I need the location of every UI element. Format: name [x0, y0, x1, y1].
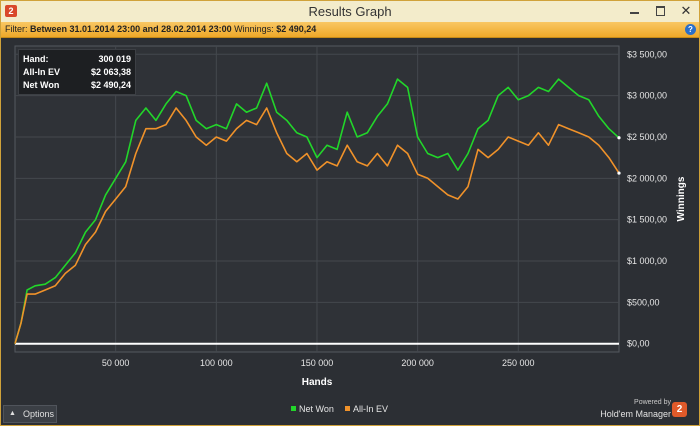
x-tick-label: 200 000	[401, 358, 434, 368]
stat-hand-label: Hand:	[23, 54, 49, 64]
series-end-point-1	[617, 171, 621, 175]
stat-net-won-label: Net Won	[23, 80, 60, 90]
stat-allin-ev-label: All-In EV	[23, 67, 61, 77]
y-tick-label: $2 000,00	[627, 173, 667, 183]
y-tick-label: $0,00	[627, 339, 650, 349]
minimize-button[interactable]	[621, 1, 647, 20]
stat-allin-ev: All-In EV $2 063,38	[23, 66, 131, 78]
filter-winnings-label: Winnings:	[234, 24, 274, 34]
legend-swatch-1	[345, 406, 350, 411]
x-tick-label: 50 000	[102, 358, 130, 368]
x-tick-label: 250 000	[502, 358, 535, 368]
stat-net-won-value: $2 490,24	[90, 80, 131, 90]
y-tick-label: $3 500,00	[627, 49, 667, 59]
series-end-point-0	[617, 136, 621, 140]
series-line-1	[14, 107, 620, 344]
options-button[interactable]: ▲ Options	[3, 405, 57, 423]
app-logo-icon: 2	[5, 5, 17, 17]
help-icon[interactable]: ?	[685, 24, 696, 35]
chevron-up-icon: ▲	[9, 410, 16, 417]
brand-name: Hold'em Manager	[600, 409, 671, 419]
stats-box: Hand: 300 019 All-In EV $2 063,38 Net Wo…	[18, 49, 136, 95]
x-tick-label: 150 000	[301, 358, 334, 368]
close-button[interactable]: ✕	[680, 3, 692, 18]
stat-hand: Hand: 300 019	[23, 53, 131, 65]
y-tick-label: $1 000,00	[627, 256, 667, 266]
results-chart: $0,00 $500,00 $1 000,00 $1 500,00 $2 000,00 $…	[14, 45, 687, 414]
stat-allin-ev-value: $2 063,38	[90, 67, 131, 77]
x-axis-title: Hands	[302, 377, 333, 388]
powered-by-text: Powered by	[634, 399, 671, 406]
y-axis-title: Winnings	[676, 176, 687, 221]
y-tick-label: $2 500,00	[627, 132, 667, 142]
series-line-0	[14, 78, 620, 344]
y-tick-label: $500,00	[627, 297, 660, 307]
legend-label-0: Net Won	[299, 404, 334, 414]
window-title: Results Graph	[308, 4, 392, 19]
legend-swatch-0	[291, 406, 296, 411]
legend-label-1: All-In EV	[353, 404, 388, 414]
x-tick-label: 100 000	[200, 358, 233, 368]
filter-prefix: Filter:	[5, 24, 28, 34]
title-bar[interactable]: 2 Results Graph ✕	[1, 1, 699, 23]
filter-bar: Filter: Between 31.01.2014 23:00 and 28.…	[1, 22, 699, 38]
maximize-button[interactable]	[647, 1, 673, 20]
filter-winnings-value: $2 490,24	[276, 24, 317, 34]
options-label: Options	[23, 409, 55, 419]
filter-text: Filter: Between 31.01.2014 23:00 and 28.…	[5, 22, 316, 37]
stat-hand-value: 300 019	[98, 54, 131, 64]
y-tick-label: $3 000,00	[627, 91, 667, 101]
brand-logo-icon: 2	[672, 402, 687, 417]
filter-range: Between 31.01.2014 23:00 and 28.02.2014 …	[30, 24, 232, 34]
stat-net-won: Net Won $2 490,24	[23, 79, 131, 91]
y-tick-label: $1 500,00	[627, 215, 667, 225]
